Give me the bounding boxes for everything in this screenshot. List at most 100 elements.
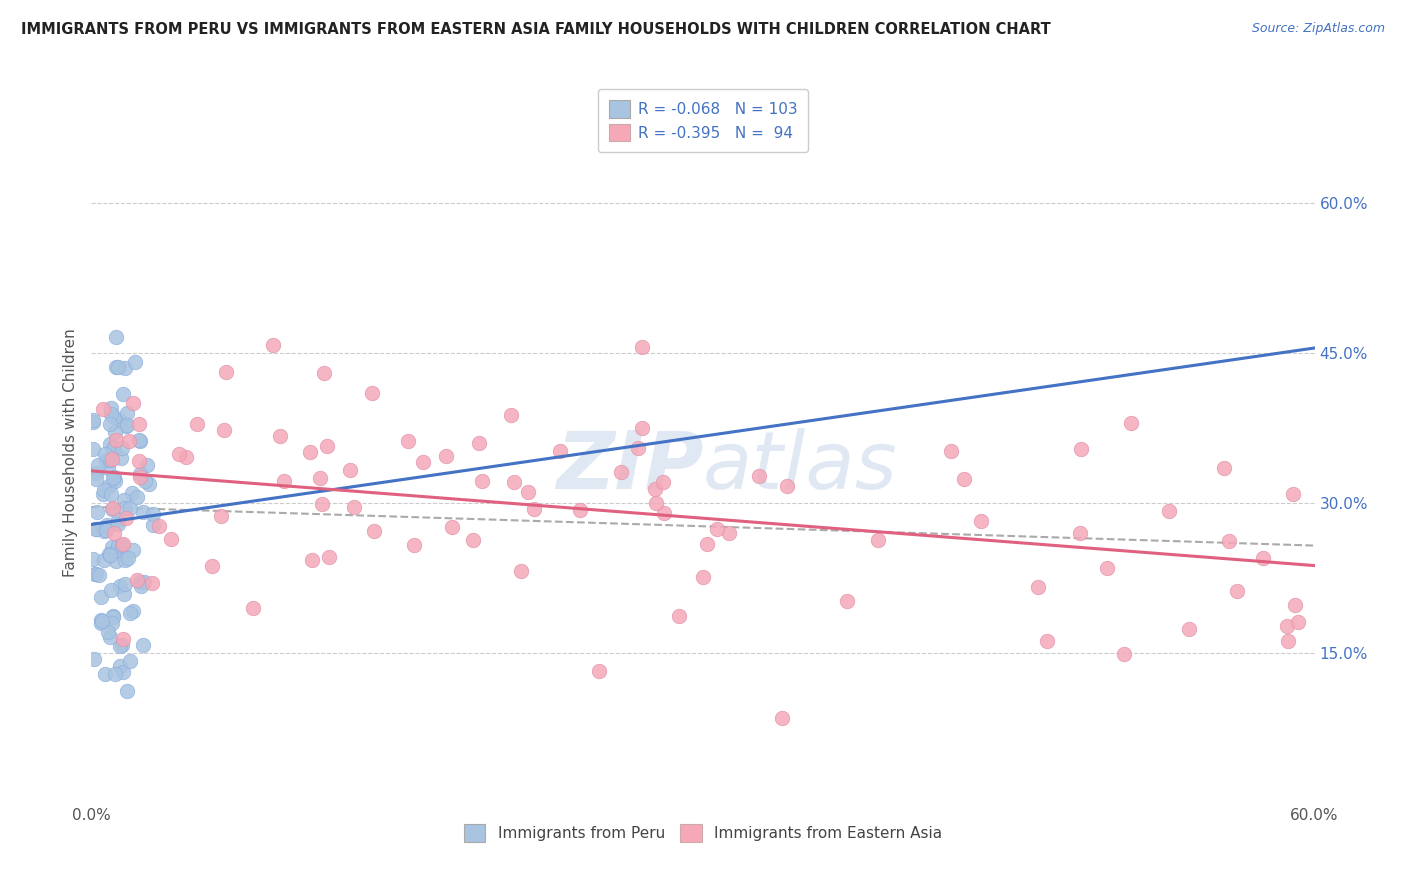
Point [87,458,110,472]
Point [1218,533,1240,548]
Point [1282,487,1305,501]
Point [627,442,650,456]
Point [98,630,121,644]
Point [90,591,112,605]
Point [1070,442,1092,456]
Point [100,583,122,598]
Point [1069,526,1091,541]
Point [118,654,141,668]
Point [115,683,138,698]
Point [122,542,145,557]
Point [117,550,139,565]
Point [124,355,146,369]
Point [94,447,117,461]
Point [132,639,155,653]
Point [87,568,110,582]
Point [471,474,494,488]
Point [301,553,323,567]
Point [98,417,121,431]
Point [1095,561,1118,575]
Point [111,665,134,680]
Point [86,521,108,535]
Point [668,609,690,624]
Point [692,570,714,584]
Point [128,454,150,468]
Point [128,433,150,447]
Point [128,574,150,589]
Point [696,536,718,550]
Point [100,487,122,501]
Point [96,524,118,538]
Point [242,600,264,615]
Text: ZIP: ZIP [555,427,703,506]
Point [110,450,132,465]
Point [101,608,124,623]
Point [110,579,132,593]
Point [412,455,434,469]
Point [141,518,163,533]
Point [363,524,385,539]
Text: IMMIGRANTS FROM PERU VS IMMIGRANTS FROM EASTERN ASIA FAMILY HOUSEHOLDS WITH CHIL: IMMIGRANTS FROM PERU VS IMMIGRANTS FROM … [21,22,1050,37]
Point [83,566,105,581]
Point [91,402,114,417]
Point [215,365,238,379]
Point [631,340,654,354]
Point [1284,599,1306,613]
Point [100,548,122,562]
Point [132,575,155,590]
Point [94,453,117,467]
Point [316,439,339,453]
Point [609,465,631,479]
Text: atlas: atlas [703,427,898,506]
Point [298,444,321,458]
Point [1177,623,1199,637]
Point [111,441,134,455]
Point [82,442,104,457]
Point [630,421,652,435]
Point [1212,460,1234,475]
Point [94,666,117,681]
Point [503,475,526,490]
Point [209,508,232,523]
Point [1114,648,1136,662]
Point [112,492,135,507]
Point [107,539,129,553]
Point [186,417,208,431]
Point [201,558,224,573]
Point [104,425,127,440]
Point [463,533,485,547]
Point [125,573,148,587]
Point [468,436,491,450]
Point [103,469,125,483]
Point [104,544,127,558]
Point [101,616,124,631]
Point [142,507,165,521]
Point [104,433,127,447]
Point [114,501,136,516]
Point [86,566,108,581]
Point [141,576,163,591]
Point [114,419,136,434]
Point [111,632,134,646]
Point [114,360,136,375]
Point [339,463,361,477]
Point [1035,634,1057,648]
Point [652,475,675,490]
Point [132,505,155,519]
Point [866,533,889,547]
Point [1277,634,1299,648]
Point [107,360,129,375]
Point [342,500,364,515]
Point [517,484,540,499]
Point [107,517,129,532]
Point [312,366,335,380]
Point [939,443,962,458]
Point [160,533,183,547]
Point [97,461,120,475]
Point [90,614,112,628]
Point [548,443,571,458]
Point [122,603,145,617]
Point [652,506,675,520]
Point [82,551,104,566]
Point [134,475,156,489]
